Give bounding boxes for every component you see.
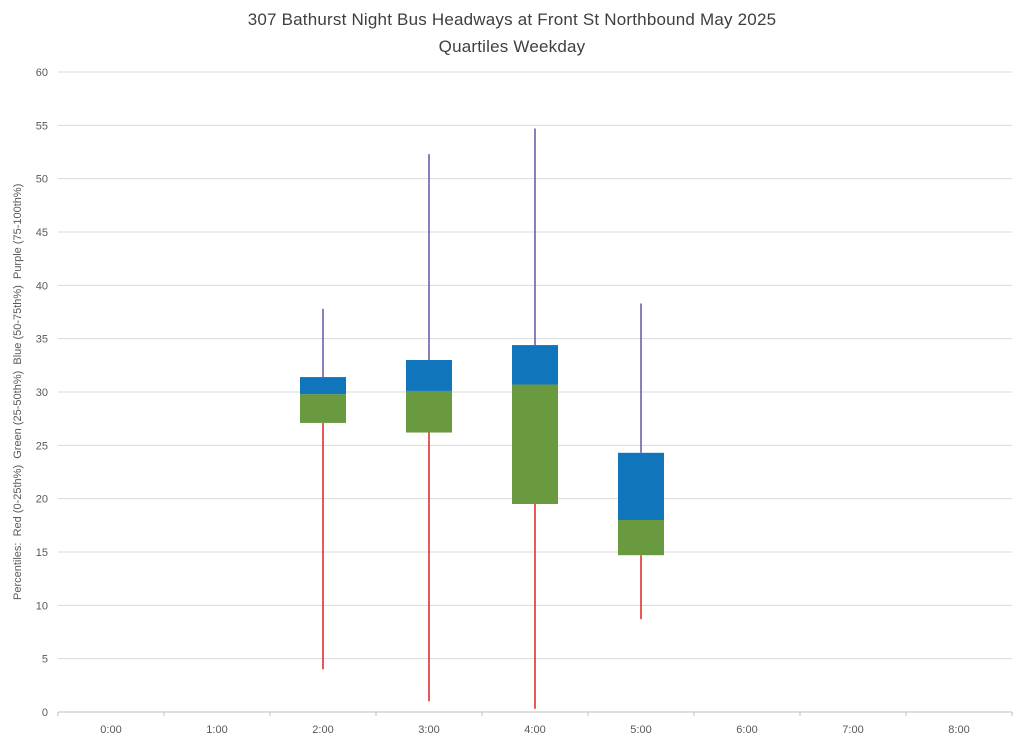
x-tick-label: 6:00 bbox=[736, 724, 757, 736]
x-tick-label: 2:00 bbox=[312, 724, 333, 736]
y-tick-label: 60 bbox=[36, 67, 48, 79]
chart-title-block: 307 Bathurst Night Bus Headways at Front… bbox=[0, 6, 1024, 60]
y-tick-label: 30 bbox=[36, 387, 48, 399]
y-tick-label: 20 bbox=[36, 494, 48, 506]
y-tick-label: 45 bbox=[36, 227, 48, 239]
y-tick-label: 25 bbox=[36, 440, 48, 452]
chart-subtitle: Quartiles Weekday bbox=[438, 37, 586, 56]
q3-box-50-75 bbox=[618, 452, 664, 520]
y-tick-label: 5 bbox=[42, 654, 48, 666]
q3-box-50-75 bbox=[406, 360, 452, 391]
x-tick-label: 8:00 bbox=[948, 724, 969, 736]
y-axis-title: Percentiles: Red (0-25th%) Green (25-50t… bbox=[12, 184, 24, 600]
q2-box-25-50 bbox=[512, 384, 558, 504]
x-tick-label: 1:00 bbox=[206, 724, 227, 736]
y-tick-label: 10 bbox=[36, 600, 48, 612]
q3-box-50-75 bbox=[300, 377, 346, 395]
y-tick-label: 15 bbox=[36, 547, 48, 559]
y-tick-label: 35 bbox=[36, 334, 48, 346]
x-tick-label: 4:00 bbox=[524, 724, 545, 736]
x-tick-label: 7:00 bbox=[842, 724, 863, 736]
y-tick-label: 50 bbox=[36, 174, 48, 186]
y-tick-label: 40 bbox=[36, 280, 48, 292]
chart-title: 307 Bathurst Night Bus Headways at Front… bbox=[247, 10, 777, 29]
q2-box-25-50 bbox=[300, 394, 346, 423]
q3-box-50-75 bbox=[512, 345, 558, 385]
q2-box-25-50 bbox=[618, 520, 664, 556]
x-tick-label: 0:00 bbox=[100, 724, 121, 736]
y-tick-label: 0 bbox=[42, 707, 48, 719]
x-tick-label: 3:00 bbox=[418, 724, 439, 736]
q2-box-25-50 bbox=[406, 390, 452, 433]
y-tick-label: 55 bbox=[36, 120, 48, 132]
x-tick-label: 5:00 bbox=[630, 724, 651, 736]
